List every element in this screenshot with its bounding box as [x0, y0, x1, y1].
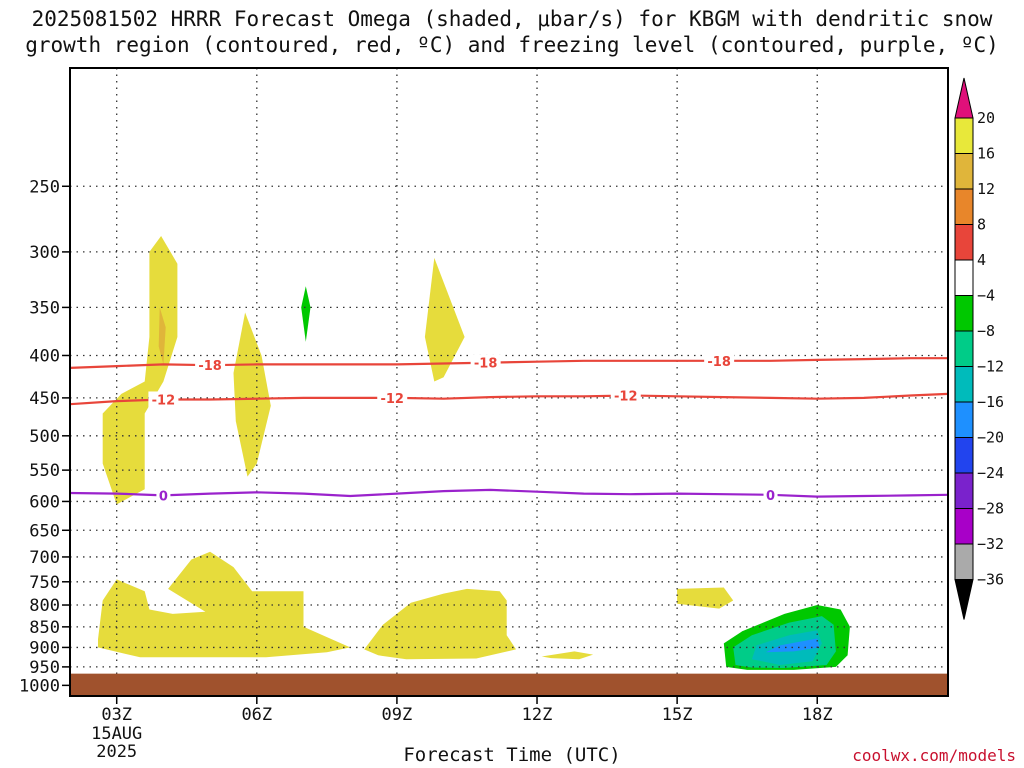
- y-tick-label: 700: [29, 548, 60, 568]
- colorbar-tick-label: −36: [977, 571, 1004, 589]
- colorbar-segment: [954, 330, 974, 367]
- colorbar-bottom-arrow: [954, 579, 974, 620]
- colorbar-segment: [954, 295, 974, 332]
- omega-region-12: [765, 638, 820, 653]
- omega-shading-layer: [98, 236, 850, 670]
- colorbar-segment: [954, 437, 974, 474]
- pressure-axis: 2503003504004505005506006507007508008509…: [19, 177, 70, 696]
- contour-label-bg: [148, 391, 179, 408]
- contour-label-0: 0: [159, 489, 168, 504]
- colorbar-top-arrow: [954, 77, 974, 119]
- colorbar-tick-label: 8: [977, 216, 986, 234]
- colorbar-segment: [954, 366, 974, 403]
- colorbar-segment: [954, 188, 974, 225]
- y-tick-label: 250: [29, 177, 60, 197]
- chart-title: 2025081502 HRRR Forecast Omega (shaded, …: [0, 6, 1024, 58]
- x-tick-sublabel: 15AUG: [91, 724, 142, 744]
- colorbar-tick-label: −20: [977, 429, 1004, 447]
- x-tick-label: 06Z: [241, 705, 272, 725]
- y-tick-label: 850: [29, 618, 60, 638]
- colorbar-tick-label: −28: [977, 500, 1004, 518]
- omega-region-7: [541, 651, 594, 660]
- contour-layer: -18 -18 -18 -12 -12 -12 0 0: [70, 352, 948, 504]
- contour-label-bg: [156, 487, 171, 504]
- colorbar-tick-label: −24: [977, 464, 1004, 482]
- y-tick-label: 900: [29, 638, 60, 658]
- x-tick-label: 18Z: [802, 705, 833, 725]
- contour-label--18: -18: [707, 355, 731, 370]
- colorbar-tick-label: 16: [977, 145, 995, 163]
- omega-region-4: [424, 257, 465, 382]
- y-tick-label: 450: [29, 389, 60, 409]
- contour-line--12: [70, 392, 948, 406]
- y-tick-label: 300: [29, 243, 60, 263]
- colorbar-segment: [954, 472, 974, 509]
- omega-region-2: [233, 312, 271, 477]
- colorbar-tick-label: 20: [977, 109, 995, 127]
- x-tick-sublabel: 2025: [96, 742, 137, 762]
- y-tick-label: 600: [29, 492, 60, 512]
- colorbar-segment: [954, 153, 974, 190]
- omega-region-6: [364, 588, 516, 660]
- colorbar-segment: [954, 543, 974, 580]
- title-line-2: growth region (contoured, red, ºC) and f…: [25, 33, 999, 57]
- y-tick-label: 400: [29, 346, 60, 366]
- colorbar-tick-label: 4: [977, 251, 986, 269]
- colorbar-tick-label: −12: [977, 358, 1004, 376]
- contour-label-bg: [470, 354, 501, 371]
- credit-text: coolwx.com/models: [852, 746, 1016, 765]
- title-line-1: 2025081502 HRRR Forecast Omega (shaded, …: [31, 7, 993, 31]
- contour-label--18: -18: [474, 357, 498, 372]
- colorbar-tick-label: −4: [977, 287, 995, 305]
- omega-region-8: [677, 587, 734, 609]
- colorbar-tick-label: −8: [977, 322, 995, 340]
- contour-label--12: -12: [380, 392, 404, 407]
- contour-label-bg: [763, 486, 778, 503]
- omega-region-0: [102, 236, 178, 505]
- contour-label--12: -12: [614, 390, 638, 405]
- y-tick-label: 500: [29, 427, 60, 447]
- contour-label-bg: [704, 352, 735, 369]
- contour-label--18: -18: [198, 359, 222, 374]
- x-tick-label: 12Z: [522, 705, 553, 725]
- omega-region-1: [158, 307, 166, 365]
- y-tick-label: 950: [29, 658, 60, 678]
- colorbar-tick-label: −16: [977, 393, 1004, 411]
- colorbar-segment: [954, 508, 974, 545]
- colorbar-tick-label: −32: [977, 535, 1004, 553]
- contour-label-bg: [195, 357, 226, 374]
- contour-label-bg: [610, 387, 641, 404]
- colorbar-segment: [954, 401, 974, 438]
- plot-frame: [69, 67, 949, 697]
- colorbar-tick-label: 12: [977, 180, 995, 198]
- x-tick-label: 03Z: [101, 705, 132, 725]
- colorbar-segment: [954, 117, 974, 154]
- y-tick-label: 1000: [19, 676, 60, 696]
- x-tick-label: 09Z: [382, 705, 413, 725]
- y-tick-label: 750: [29, 573, 60, 593]
- y-tick-label: 800: [29, 596, 60, 616]
- ground-surface: [70, 673, 948, 696]
- contour-label-bg: [377, 389, 408, 406]
- contour-line-0: [70, 488, 948, 498]
- colorbar-segment: [954, 224, 974, 261]
- y-tick-label: 350: [29, 298, 60, 318]
- colorbar-segment: [954, 259, 974, 296]
- grid-layer: [70, 68, 948, 696]
- omega-colorbar: 20 16 12 8 4 −4 −8 −12 −16 −20 −24 −28 −32 −36: [954, 77, 1004, 620]
- y-tick-label: 650: [29, 521, 60, 541]
- y-tick-label: 550: [29, 461, 60, 481]
- x-axis-label: Forecast Time (UTC): [403, 744, 621, 766]
- omega-region-5: [98, 551, 351, 658]
- contour-label-0: 0: [766, 489, 775, 504]
- contour-label--12: -12: [152, 393, 176, 408]
- x-tick-label: 15Z: [662, 705, 693, 725]
- omega-region-3: [301, 286, 311, 342]
